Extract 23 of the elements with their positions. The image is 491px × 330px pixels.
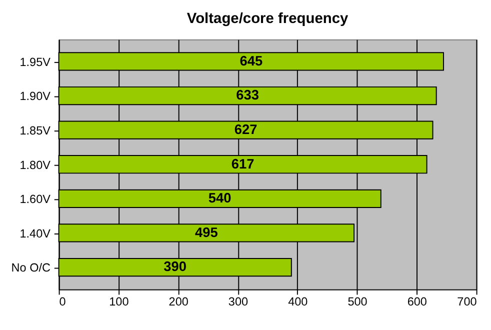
data-label: 495: [194, 224, 218, 240]
y-tick-label: 1.85V: [20, 124, 51, 138]
y-tick-label: 1.95V: [20, 56, 51, 69]
x-tick-label: 700: [457, 295, 478, 308]
x-tick-label: 200: [168, 295, 189, 308]
data-label: 627: [234, 122, 258, 137]
x-tick-label: 400: [288, 295, 308, 308]
x-tick-label: 100: [109, 295, 130, 308]
chart-title: Voltage/core frequency: [186, 10, 350, 27]
data-label: 390: [164, 259, 187, 274]
x-tick-label: 600: [407, 295, 428, 308]
y-tick-label: 1.40V: [20, 227, 51, 240]
y-tick-label: 1.80V: [20, 158, 51, 172]
y-tick-label: 1.90V: [20, 90, 51, 104]
data-label: 540: [208, 190, 232, 206]
data-label: 617: [231, 156, 255, 172]
x-tick-label: 300: [228, 295, 248, 308]
x-tick-label: 0: [59, 295, 66, 308]
y-tick-label: 1.60V: [20, 193, 51, 206]
y-tick-label: No O/C: [11, 262, 51, 275]
data-label: 633: [236, 88, 260, 103]
x-tick-label: 500: [348, 295, 368, 308]
data-label: 645: [240, 53, 263, 68]
